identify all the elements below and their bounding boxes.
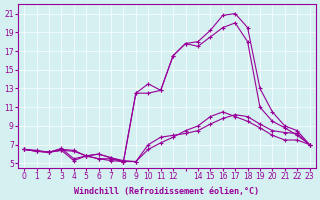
X-axis label: Windchill (Refroidissement éolien,°C): Windchill (Refroidissement éolien,°C) [74, 187, 260, 196]
